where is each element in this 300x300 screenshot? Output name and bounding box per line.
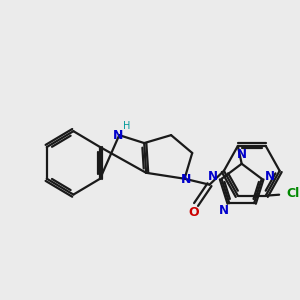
Text: N: N [265,169,275,183]
Text: Cl: Cl [286,187,299,200]
Text: N: N [181,173,192,186]
Text: H: H [123,121,130,131]
Text: N: N [237,148,247,161]
Text: N: N [113,129,124,142]
Text: N: N [219,204,229,217]
Text: N: N [208,169,218,183]
Text: O: O [189,206,200,219]
